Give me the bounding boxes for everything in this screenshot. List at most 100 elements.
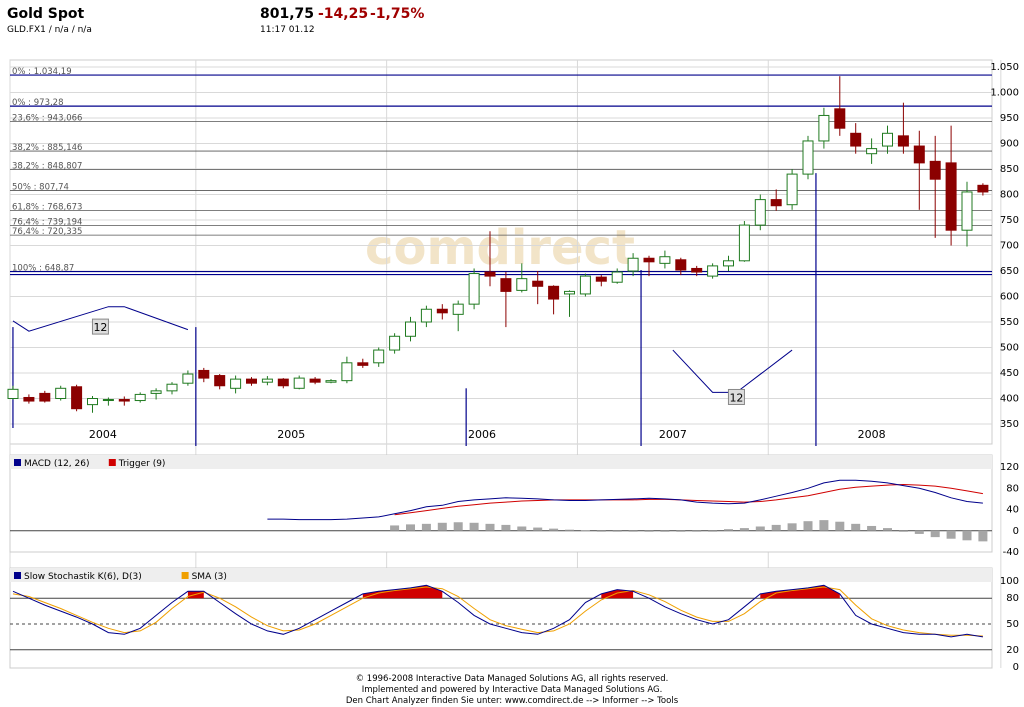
price-change-percent: -1,75% [370, 6, 425, 22]
fib-level-label: 38,2% : 848,807 [12, 162, 82, 172]
macd-histogram-bar [517, 526, 527, 531]
candle-up [738, 221, 750, 262]
candle-down [500, 272, 512, 328]
candle-up [325, 379, 337, 384]
candle-body [7, 388, 19, 400]
candle-up [182, 370, 194, 386]
candle-body [373, 349, 385, 364]
candle-up [389, 333, 401, 354]
candle-down [675, 257, 687, 276]
candle-up [7, 385, 19, 400]
candle-body [691, 267, 703, 273]
legend-label: MACD (12, 26) [24, 459, 90, 469]
macd-histogram-bar [390, 525, 400, 531]
candle-body [357, 362, 369, 366]
candle-down [977, 183, 989, 196]
stoch-tick-label: 100 [1000, 576, 1019, 587]
candle-down [118, 396, 130, 406]
candle-body [325, 380, 337, 383]
macd-histogram-bar [978, 530, 988, 542]
candle-body [532, 280, 544, 287]
candle-body [659, 256, 671, 264]
macd-histogram-bar [914, 530, 924, 534]
candle-body [818, 114, 830, 142]
price-tick-label: 650 [1000, 266, 1019, 277]
macd-histogram-bar [453, 522, 463, 531]
footer-link-info: Den Chart Analyzer finden Sie unter: www… [345, 696, 679, 706]
price-tick-label: 850 [1000, 164, 1019, 175]
candle-up [707, 263, 719, 279]
legend-label: Trigger (9) [118, 459, 166, 469]
candle-up [723, 255, 734, 271]
candle-body [897, 135, 909, 147]
candle-body [71, 386, 83, 410]
fib-level-label: 38,2% : 885,146 [12, 143, 82, 153]
macd-histogram-bar [708, 530, 718, 532]
price-axis: 1.050 1.000 950 900 850 800 750 700 650 600 550 500… [990, 62, 1019, 430]
macd-tick-label: 40 [1006, 505, 1019, 516]
candle-down [246, 377, 257, 386]
fib-level-label: 0% : 1.034,19 [12, 67, 72, 77]
macd-legend-bar [10, 455, 992, 469]
candle-down [357, 358, 369, 368]
macd-histogram-bar [883, 528, 892, 531]
candle-body [405, 321, 416, 337]
candle-body [389, 335, 401, 351]
macd-histogram-bar [851, 523, 861, 531]
stochastic-series: 100 80 50 20 0 [10, 576, 1019, 673]
candle-body [611, 271, 623, 283]
candle-down [23, 394, 35, 404]
candle-down [691, 265, 703, 277]
candle-body [214, 375, 226, 387]
candle-body [39, 392, 51, 402]
overbought-fill [362, 585, 443, 599]
candle-body [341, 362, 353, 382]
price-tick-label: 800 [1000, 190, 1019, 201]
x-tick-label: 2007 [659, 428, 687, 441]
candle-up [961, 181, 973, 247]
macd-tick-label: 80 [1006, 483, 1019, 494]
price-tick-label: 400 [1000, 394, 1019, 405]
candle-body [595, 276, 607, 282]
candle-body [309, 378, 321, 383]
overbought-fill [760, 585, 840, 599]
candle-down [532, 271, 544, 305]
legend-swatch [181, 572, 189, 579]
legend-label: SMA (3) [192, 572, 227, 582]
candle-body [564, 290, 575, 295]
candle-body [961, 191, 973, 231]
macd-tick-label: 0 [1013, 526, 1019, 537]
x-axis: 2004 2005 2006 2007 2008 [89, 428, 886, 441]
candle-body [134, 393, 146, 402]
cycle-arc [12, 306, 189, 332]
candle-body [834, 108, 846, 129]
chart-svg: comdirect 0% : 1.034,19 0% : 973,28 23,6% … [7, 59, 1019, 673]
price-change: -14,25 [318, 6, 369, 22]
macd-histogram-bar [596, 530, 606, 532]
candle-down [484, 231, 496, 287]
price-tick-label: 750 [1000, 215, 1019, 226]
candle-up [754, 194, 766, 231]
price-tick-label: 350 [1000, 419, 1019, 430]
candle-body [452, 303, 464, 315]
candle-up [786, 169, 798, 210]
price-tick-label: 1.050 [990, 62, 1019, 73]
candle-up [293, 375, 305, 390]
macd-histogram-bar [724, 529, 733, 531]
macd-histogram-bar [565, 529, 574, 531]
candle-body [230, 378, 242, 389]
x-tick-label: 2008 [858, 428, 886, 441]
stoch-panel [9, 567, 993, 669]
fib-level-label: 61,8% : 768,673 [12, 202, 82, 212]
instrument-code: GLD.FX1 / n/a / n/a [7, 25, 92, 35]
macd-histogram-bar [739, 528, 749, 531]
legend-swatch [108, 459, 116, 466]
candle-up [564, 290, 575, 317]
x-tick-label: 2004 [89, 428, 117, 441]
cycle-label: 12 [93, 321, 107, 334]
price-tick-label: 500 [1000, 343, 1019, 354]
candle-up [516, 263, 528, 293]
candle-up [405, 316, 416, 342]
candle-down [39, 390, 51, 403]
price-tick-label: 550 [1000, 317, 1019, 328]
